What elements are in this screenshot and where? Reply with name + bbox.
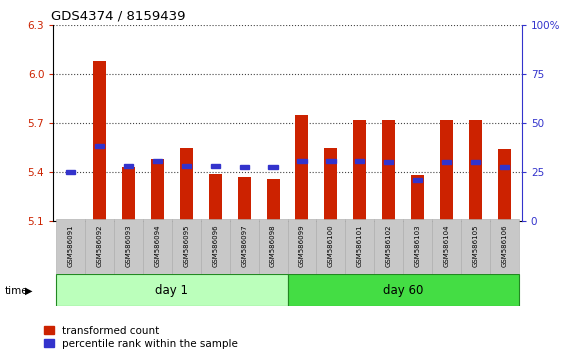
FancyBboxPatch shape bbox=[201, 219, 229, 274]
Text: GSM586100: GSM586100 bbox=[328, 224, 334, 267]
Text: GSM586106: GSM586106 bbox=[502, 224, 507, 267]
Bar bbox=[469, 120, 482, 221]
Bar bbox=[471, 160, 480, 164]
Bar bbox=[180, 148, 193, 221]
FancyBboxPatch shape bbox=[229, 219, 259, 274]
FancyBboxPatch shape bbox=[490, 219, 519, 274]
Text: GSM586091: GSM586091 bbox=[68, 224, 73, 267]
Bar bbox=[353, 120, 366, 221]
Bar bbox=[240, 165, 249, 169]
Bar bbox=[122, 167, 135, 221]
FancyBboxPatch shape bbox=[259, 219, 288, 274]
Text: time: time bbox=[4, 286, 28, 296]
Bar bbox=[498, 149, 511, 221]
Bar bbox=[238, 177, 251, 221]
Bar bbox=[210, 164, 220, 168]
Bar bbox=[93, 61, 106, 221]
Text: day 60: day 60 bbox=[383, 284, 424, 297]
Bar bbox=[413, 178, 422, 182]
Text: ▶: ▶ bbox=[25, 286, 32, 296]
FancyBboxPatch shape bbox=[403, 219, 432, 274]
Text: GSM586098: GSM586098 bbox=[270, 224, 276, 267]
Text: GSM586092: GSM586092 bbox=[96, 224, 103, 267]
Text: GSM586097: GSM586097 bbox=[241, 224, 247, 267]
Text: GSM586093: GSM586093 bbox=[126, 224, 131, 267]
Bar bbox=[384, 160, 393, 164]
Text: day 1: day 1 bbox=[155, 284, 188, 297]
Bar bbox=[500, 165, 509, 169]
Text: GSM586105: GSM586105 bbox=[472, 224, 479, 267]
FancyBboxPatch shape bbox=[85, 219, 114, 274]
Text: GSM586094: GSM586094 bbox=[154, 224, 160, 267]
Bar bbox=[209, 174, 222, 221]
Bar bbox=[411, 175, 424, 221]
Bar bbox=[182, 164, 191, 168]
FancyBboxPatch shape bbox=[346, 219, 374, 274]
Bar bbox=[296, 115, 309, 221]
FancyBboxPatch shape bbox=[316, 219, 346, 274]
FancyBboxPatch shape bbox=[374, 219, 403, 274]
Text: GSM586099: GSM586099 bbox=[299, 224, 305, 267]
Bar bbox=[64, 219, 77, 221]
Bar bbox=[442, 160, 451, 164]
Bar bbox=[324, 148, 337, 221]
Bar bbox=[355, 159, 365, 163]
Bar bbox=[95, 144, 104, 148]
FancyBboxPatch shape bbox=[288, 219, 316, 274]
FancyBboxPatch shape bbox=[288, 274, 519, 306]
Bar bbox=[327, 159, 335, 163]
Text: GSM586102: GSM586102 bbox=[386, 224, 392, 267]
Text: GDS4374 / 8159439: GDS4374 / 8159439 bbox=[51, 9, 186, 22]
Bar bbox=[153, 159, 162, 163]
Text: GSM586096: GSM586096 bbox=[212, 224, 218, 267]
Bar bbox=[268, 165, 278, 169]
FancyBboxPatch shape bbox=[114, 219, 143, 274]
FancyBboxPatch shape bbox=[172, 219, 201, 274]
Text: GSM586095: GSM586095 bbox=[183, 224, 189, 267]
Bar bbox=[382, 120, 395, 221]
Bar bbox=[297, 159, 307, 163]
Text: GSM586101: GSM586101 bbox=[357, 224, 363, 267]
Bar bbox=[124, 164, 133, 168]
FancyBboxPatch shape bbox=[461, 219, 490, 274]
Bar bbox=[151, 159, 164, 221]
Bar bbox=[266, 179, 279, 221]
FancyBboxPatch shape bbox=[143, 219, 172, 274]
Bar bbox=[66, 170, 75, 174]
Text: GSM586103: GSM586103 bbox=[415, 224, 421, 267]
Text: GSM586104: GSM586104 bbox=[444, 224, 449, 267]
FancyBboxPatch shape bbox=[56, 219, 85, 274]
Bar bbox=[440, 120, 453, 221]
Legend: transformed count, percentile rank within the sample: transformed count, percentile rank withi… bbox=[44, 326, 238, 349]
FancyBboxPatch shape bbox=[432, 219, 461, 274]
FancyBboxPatch shape bbox=[56, 274, 288, 306]
